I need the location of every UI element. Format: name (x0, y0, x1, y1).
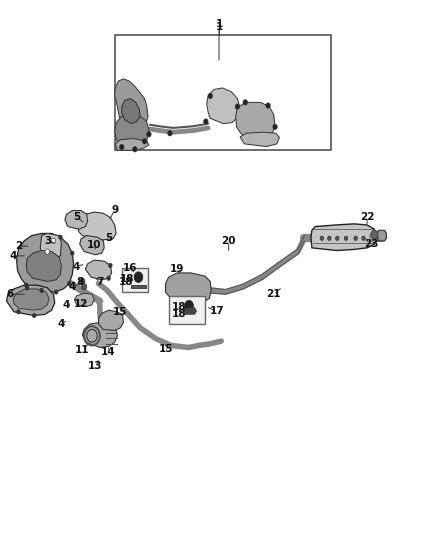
Circle shape (17, 310, 20, 314)
Text: 22: 22 (360, 212, 374, 222)
Circle shape (266, 103, 270, 108)
Circle shape (336, 236, 339, 240)
Circle shape (120, 144, 124, 150)
Polygon shape (74, 293, 94, 306)
Circle shape (71, 251, 74, 255)
Circle shape (184, 301, 193, 311)
Text: 1: 1 (215, 19, 223, 29)
Circle shape (362, 236, 365, 240)
Polygon shape (311, 224, 374, 251)
Circle shape (54, 290, 58, 294)
Polygon shape (13, 289, 49, 310)
Circle shape (208, 93, 212, 99)
Circle shape (168, 131, 172, 136)
Text: 3: 3 (45, 236, 52, 246)
Circle shape (109, 263, 112, 268)
Bar (115, 35, 331, 150)
Circle shape (320, 236, 324, 240)
Circle shape (107, 276, 110, 280)
Text: 5: 5 (73, 212, 80, 222)
Text: 18: 18 (120, 274, 134, 284)
Polygon shape (166, 273, 211, 304)
Text: 6: 6 (6, 289, 13, 299)
Circle shape (25, 286, 29, 290)
Text: 15: 15 (113, 307, 128, 317)
Text: 9: 9 (111, 205, 118, 215)
Circle shape (45, 249, 49, 254)
Text: 4: 4 (63, 301, 70, 310)
Text: 13: 13 (88, 361, 103, 370)
Polygon shape (115, 139, 149, 150)
Circle shape (344, 236, 348, 240)
Circle shape (243, 100, 247, 105)
Circle shape (67, 281, 71, 286)
Polygon shape (378, 230, 386, 241)
Circle shape (204, 119, 208, 124)
Text: 8: 8 (76, 278, 83, 287)
Polygon shape (115, 79, 148, 134)
Circle shape (40, 288, 43, 293)
Bar (169, 296, 205, 324)
Text: 4: 4 (10, 251, 17, 261)
Text: 15: 15 (158, 344, 173, 353)
Polygon shape (7, 285, 55, 316)
Polygon shape (236, 102, 275, 139)
Polygon shape (131, 285, 146, 288)
Text: 2: 2 (15, 241, 22, 251)
Circle shape (81, 284, 87, 290)
Polygon shape (207, 88, 240, 124)
Polygon shape (240, 132, 279, 147)
Text: 21: 21 (266, 289, 281, 299)
Text: 16: 16 (123, 263, 138, 273)
Text: 11: 11 (75, 345, 90, 355)
Text: 1: 1 (215, 22, 223, 31)
Text: 12: 12 (74, 299, 88, 309)
Circle shape (235, 104, 240, 109)
Circle shape (371, 230, 378, 239)
Polygon shape (85, 260, 112, 280)
Circle shape (59, 235, 62, 239)
Text: 18: 18 (171, 310, 186, 319)
Text: 23: 23 (364, 239, 379, 248)
Text: 19: 19 (170, 264, 184, 274)
Text: 20: 20 (221, 236, 236, 246)
Circle shape (328, 236, 331, 240)
Text: 10: 10 (87, 240, 102, 250)
Circle shape (354, 236, 357, 240)
Polygon shape (65, 211, 88, 229)
Polygon shape (115, 115, 149, 149)
Polygon shape (82, 322, 117, 348)
Text: 14: 14 (101, 347, 116, 357)
Circle shape (51, 238, 56, 244)
Polygon shape (78, 212, 116, 240)
Text: 17: 17 (209, 306, 224, 316)
Circle shape (25, 283, 28, 287)
Circle shape (32, 313, 36, 318)
Circle shape (134, 272, 143, 282)
Circle shape (80, 278, 85, 285)
Text: 4: 4 (73, 262, 80, 271)
Polygon shape (184, 308, 196, 314)
Polygon shape (26, 251, 61, 281)
Text: 7: 7 (96, 278, 103, 287)
Text: 18: 18 (119, 278, 134, 287)
Text: 5: 5 (105, 233, 112, 243)
Polygon shape (17, 233, 74, 292)
Text: 4: 4 (58, 319, 65, 329)
Polygon shape (80, 236, 104, 255)
Polygon shape (40, 233, 61, 259)
Circle shape (273, 124, 277, 130)
Circle shape (147, 132, 151, 137)
Polygon shape (122, 99, 140, 124)
Bar (122, 268, 148, 292)
Text: 18: 18 (172, 302, 186, 312)
Text: 4: 4 (69, 282, 76, 292)
Polygon shape (99, 310, 124, 330)
Circle shape (142, 139, 147, 144)
Circle shape (133, 147, 137, 152)
